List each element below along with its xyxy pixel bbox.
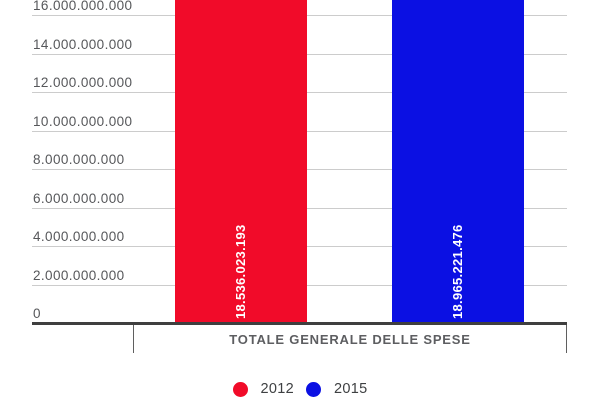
legend-item-2012[interactable]: 2012 bbox=[232, 381, 294, 397]
x-axis-baseline bbox=[32, 322, 567, 325]
legend-dot-icon bbox=[232, 381, 248, 397]
y-axis-tick-label: 16.000.000.000 bbox=[33, 0, 133, 13]
y-axis-tick-label: 4.000.000.000 bbox=[33, 229, 125, 244]
x-axis-tick-left bbox=[133, 325, 134, 353]
bar-2012[interactable]: 18.536.023.193 bbox=[175, 0, 307, 323]
legend-item-2015[interactable]: 2015 bbox=[306, 381, 367, 397]
y-axis-tick-label: 0 bbox=[33, 306, 41, 321]
legend-label: 2015 bbox=[334, 381, 368, 397]
y-axis-tick-label: 12.000.000.000 bbox=[33, 75, 133, 90]
y-axis-tick-label: 8.000.000.000 bbox=[33, 152, 125, 167]
chart-legend: 2012 2015 bbox=[0, 381, 600, 397]
x-axis-tick-right bbox=[566, 325, 567, 353]
y-axis-tick-label: 14.000.000.000 bbox=[33, 36, 133, 52]
legend-dot-icon bbox=[306, 381, 321, 397]
y-axis-tick-label: 2.000.000.000 bbox=[33, 267, 125, 283]
legend-label: 2012 bbox=[260, 381, 294, 397]
bar-value-label: 18.536.023.193 bbox=[233, 224, 248, 319]
bar-2015[interactable]: 18.965.221.476 bbox=[392, 0, 524, 323]
y-axis-tick-label: 6.000.000.000 bbox=[33, 190, 125, 206]
y-axis-tick-label: 10.000.000.000 bbox=[33, 113, 133, 129]
bar-value-label: 18.965.221.476 bbox=[450, 224, 465, 319]
x-axis-category-label: TOTALE GENERALE DELLE SPESE bbox=[229, 332, 471, 347]
